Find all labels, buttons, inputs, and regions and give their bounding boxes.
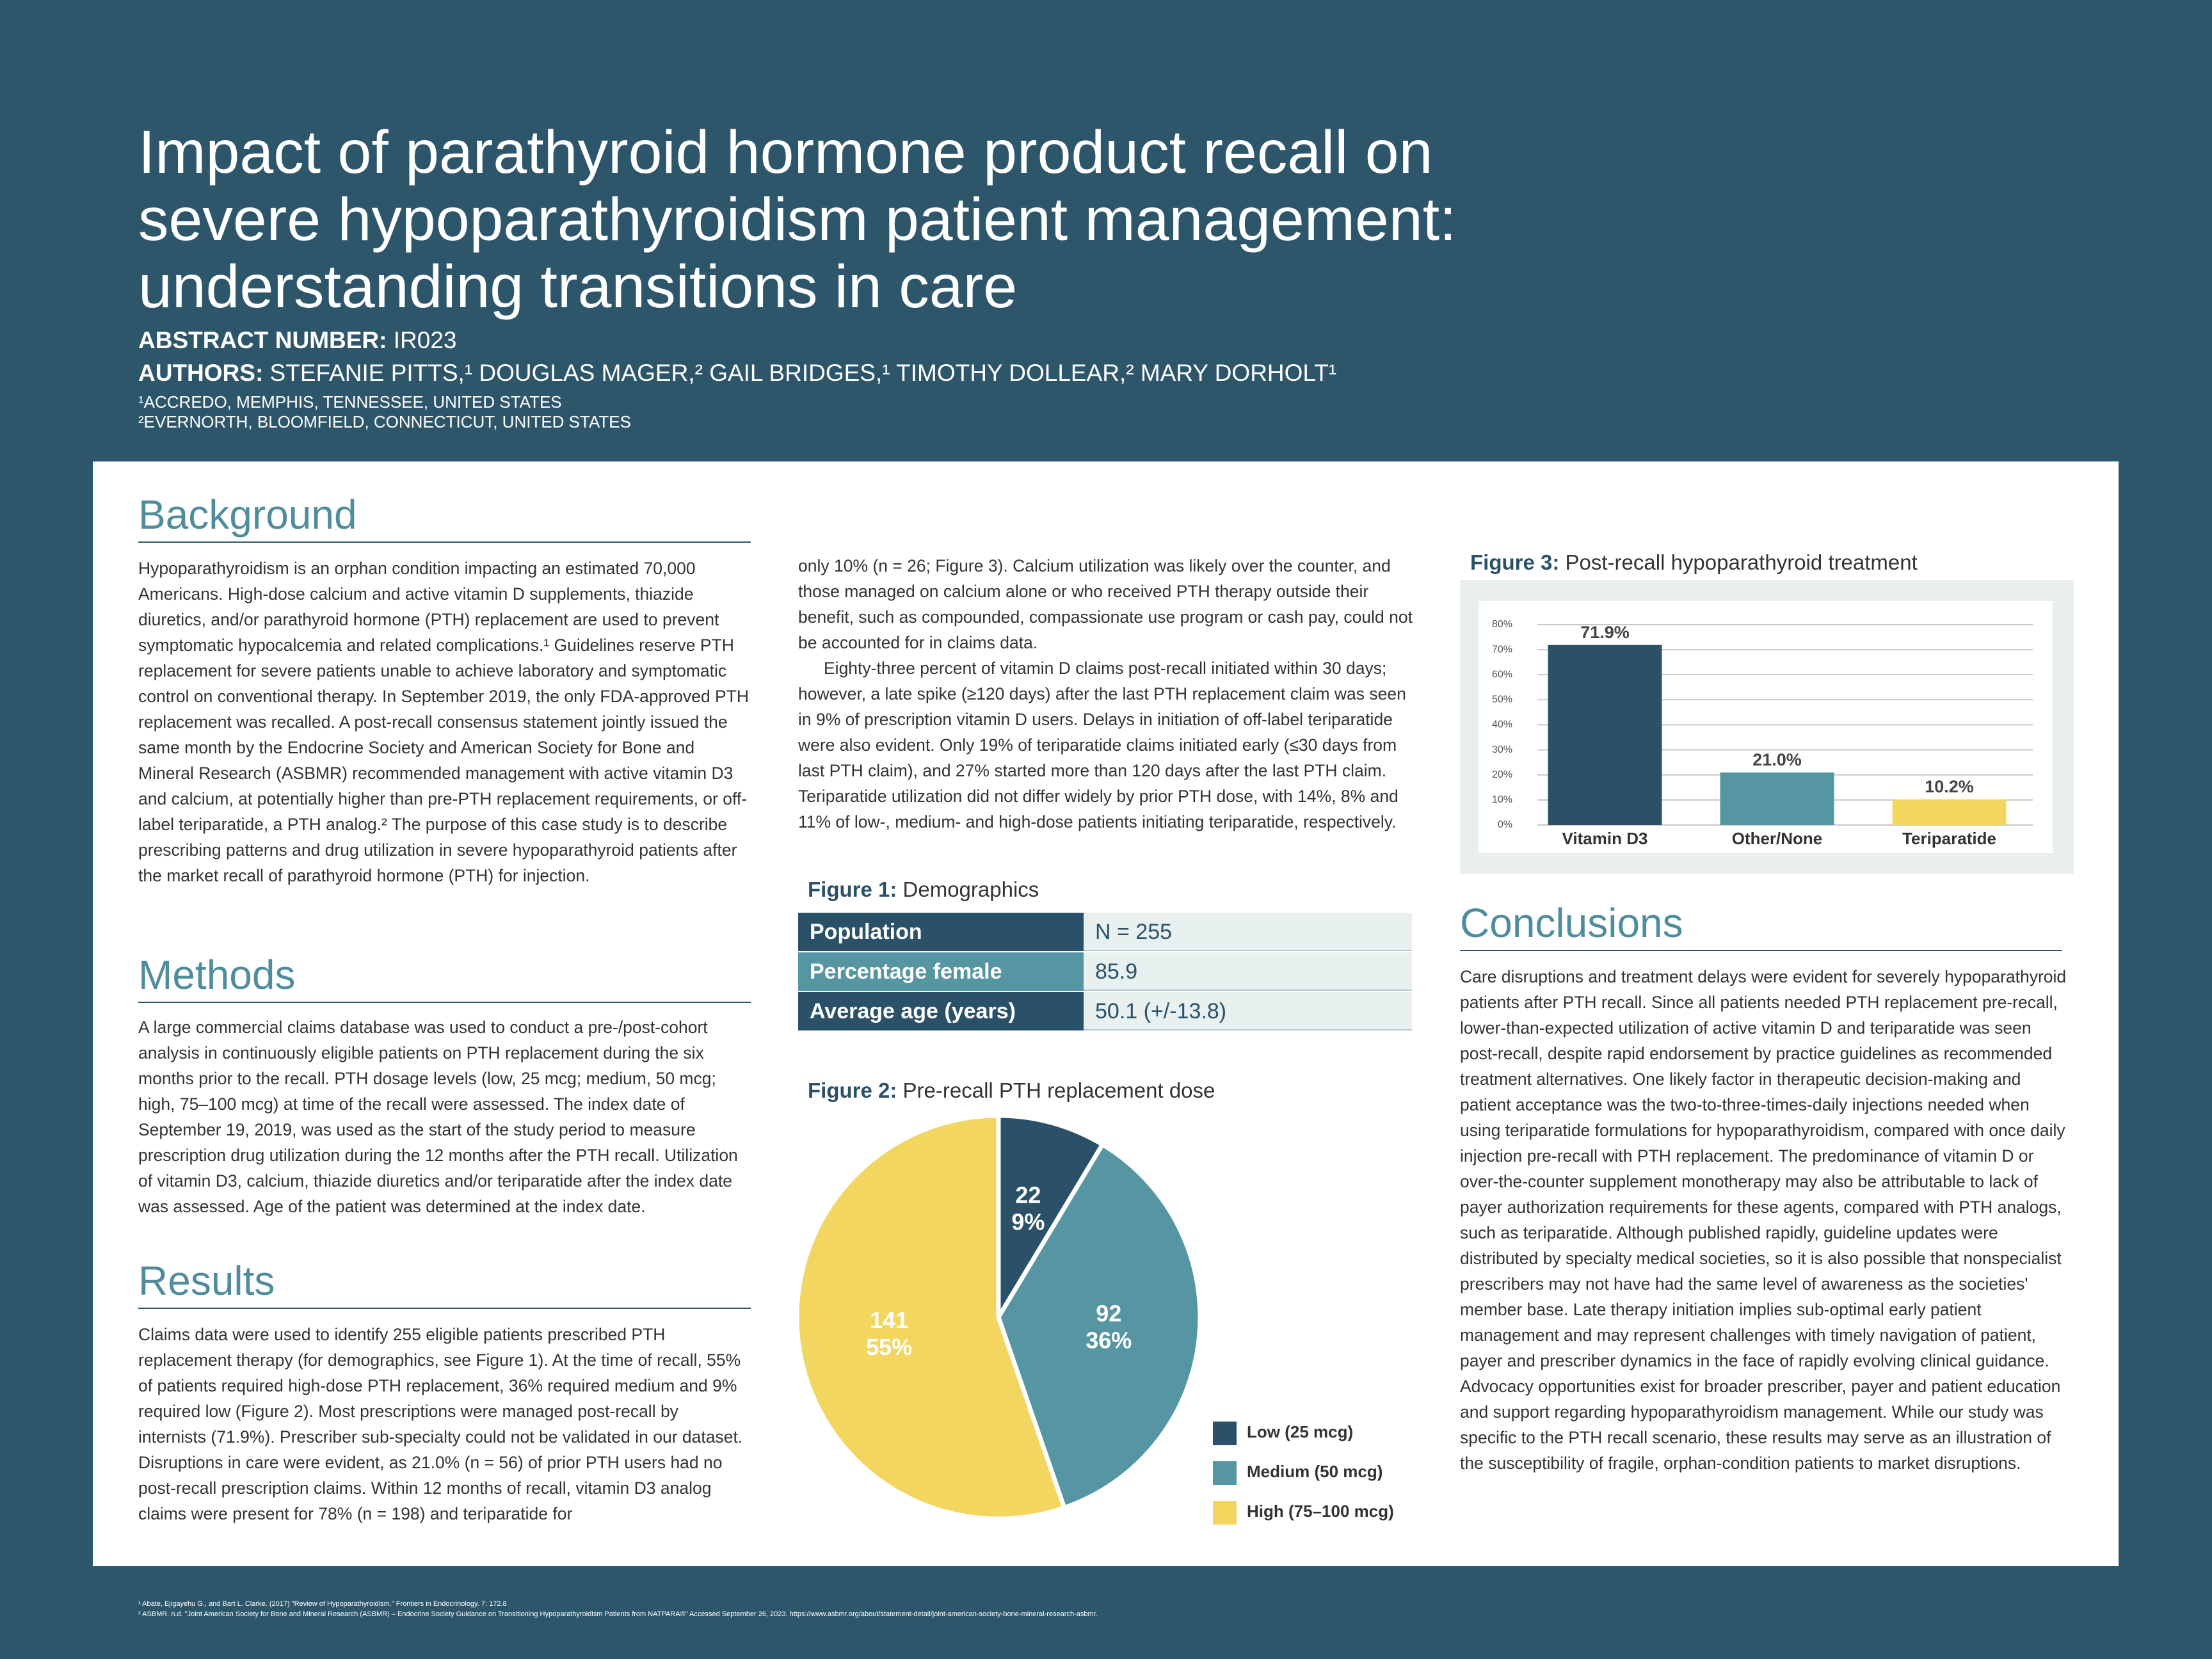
authors: STEFANIE PITTS,¹ DOUGLAS MAGER,² GAIL BR… — [269, 360, 1337, 386]
slice-percent: 36% — [1086, 1327, 1132, 1354]
legend-swatch — [1213, 1422, 1237, 1445]
slice-count: 92 — [1096, 1301, 1121, 1327]
figure-caption: Post-recall hypoparathyroid treatment — [1565, 550, 1918, 574]
legend-label: Low (25 mcg) — [1247, 1422, 1353, 1441]
bar — [1720, 772, 1834, 825]
slice-percent: 9% — [1011, 1209, 1045, 1235]
section-text: A large commercial claims database was u… — [138, 1018, 738, 1216]
paragraph: Eighty-three percent of vitamin D claims… — [798, 659, 1406, 831]
y-tick-label: 50% — [1492, 694, 1512, 705]
pie-slice — [996, 1142, 1203, 1511]
figure-caption: Pre-recall PTH replacement dose — [902, 1078, 1215, 1102]
bar — [1892, 799, 2007, 825]
legend-label: Medium (50 mcg) — [1247, 1462, 1382, 1481]
figure-label: Figure 1: — [808, 878, 897, 901]
y-tick-label: 0% — [1498, 819, 1512, 830]
section-text: Claims data were used to identify 255 el… — [138, 1325, 743, 1523]
figure-label: Figure 3: — [1470, 550, 1560, 574]
x-tick-label: Vitamin D3 — [1562, 829, 1648, 848]
slice-percent: 55% — [866, 1334, 912, 1360]
pie-slice — [996, 1113, 1105, 1320]
abstract-line: ABSTRACT NUMBER: IR023 — [138, 327, 456, 354]
section-heading: Results — [138, 1254, 751, 1309]
footnote: ² ASBMR. n.d. "Joint American Society fo… — [138, 1610, 1098, 1618]
y-tick-label: 70% — [1492, 644, 1512, 655]
title-line: Impact of parathyroid hormone product re… — [138, 118, 1433, 186]
abstract-number: IR023 — [393, 327, 457, 353]
value-label: 10.2% — [1925, 777, 1974, 796]
section-heading: Methods — [138, 948, 751, 1003]
x-tick-label: Other/None — [1732, 829, 1823, 848]
affiliation: ²EVERNORTH, BLOOMFIELD, CONNECTICUT, UNI… — [138, 412, 631, 431]
slice-count: 22 — [1015, 1182, 1041, 1208]
title-line: severe hypoparathyroidism patient manage… — [138, 186, 1457, 253]
value-label: 21.0% — [1752, 750, 1802, 769]
pie-slice — [794, 1113, 1067, 1521]
row-label: Population — [798, 913, 1084, 951]
slice-count: 141 — [870, 1307, 908, 1333]
legend-swatch — [1213, 1501, 1237, 1525]
affiliation: ¹ACCREDO, MEMPHIS, TENNESSEE, UNITED STA… — [138, 392, 562, 412]
y-tick-label: 20% — [1492, 769, 1512, 780]
section-heading: Conclusions — [1460, 896, 2062, 951]
legend-swatch — [1213, 1461, 1237, 1485]
row-value: 50.1 (+/-13.8) — [1084, 992, 1412, 1030]
title-line: understanding transitions in care — [138, 253, 1018, 321]
section-text: only 10% (n = 26; Figure 3). Calcium uti… — [798, 553, 1419, 835]
figure-title: Figure 3: Post-recall hypoparathyroid tr… — [1470, 550, 1918, 575]
authors-label: AUTHORS: — [138, 360, 264, 386]
figure-title: Figure 1: Demographics — [808, 878, 1039, 902]
row-label: Average age (years) — [798, 992, 1084, 1030]
row-value: 85.9 — [1084, 952, 1412, 991]
legend-label: High (75–100 mcg) — [1247, 1502, 1394, 1521]
bar — [1548, 645, 1662, 825]
figure-title: Figure 2: Pre-recall PTH replacement dos… — [808, 1078, 1215, 1103]
row-value: N = 255 — [1084, 913, 1412, 951]
title: Impact of parathyroid hormone product re… — [138, 119, 1456, 321]
x-tick-label: Teriparatide — [1902, 829, 1996, 848]
y-tick-label: 40% — [1492, 719, 1512, 730]
row-label: Percentage female — [798, 952, 1084, 991]
value-label: 71.9% — [1580, 623, 1630, 642]
y-tick-label: 60% — [1492, 669, 1512, 680]
paragraph: only 10% (n = 26; Figure 3). Calcium uti… — [798, 556, 1413, 652]
figure-caption: Demographics — [902, 878, 1039, 901]
y-tick-label: 10% — [1492, 794, 1512, 805]
footnote: ¹ Abate, Ejigayehu G., and Bart L. Clark… — [138, 1600, 507, 1608]
table-row: Percentage female 85.9 — [798, 952, 1412, 991]
y-tick-label: 80% — [1492, 619, 1512, 630]
figure-label: Figure 2: — [808, 1078, 897, 1102]
table-row: Population N = 255 — [798, 913, 1412, 951]
section-text: Care disruptions and treatment delays we… — [1460, 967, 2067, 1473]
table-row: Average age (years) 50.1 (+/-13.8) — [798, 992, 1412, 1030]
section-text: Hypoparathyroidism is an orphan conditio… — [138, 559, 749, 885]
section-heading: Background — [138, 488, 751, 543]
abstract-label: ABSTRACT NUMBER: — [138, 327, 387, 353]
authors-line: AUTHORS: STEFANIE PITTS,¹ DOUGLAS MAGER,… — [138, 360, 1336, 387]
y-tick-label: 30% — [1492, 744, 1512, 755]
